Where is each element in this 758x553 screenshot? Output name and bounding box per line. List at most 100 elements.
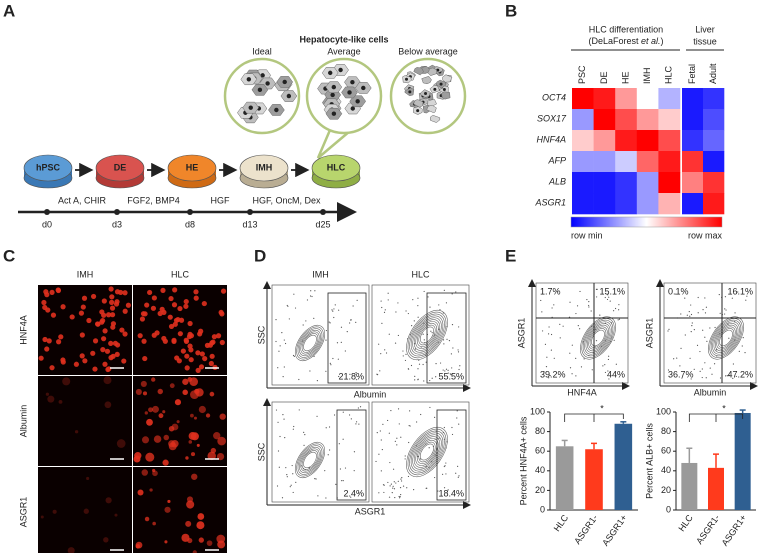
event-dot xyxy=(316,380,318,382)
stained-cell xyxy=(171,337,177,343)
event-dot xyxy=(395,311,397,313)
event-dot xyxy=(409,410,411,412)
event-dot xyxy=(331,309,333,311)
plot-frame xyxy=(271,401,370,503)
stage-top xyxy=(239,154,289,182)
event-dot xyxy=(681,377,683,379)
stained-cell xyxy=(157,388,163,395)
nucleus xyxy=(338,67,343,73)
stained-cell xyxy=(177,331,183,337)
event-dot xyxy=(443,426,445,429)
nucleus xyxy=(416,109,420,113)
contour xyxy=(418,441,436,463)
stained-cell xyxy=(41,299,47,306)
heatmap-cell xyxy=(593,193,616,215)
bar xyxy=(555,446,574,510)
event-dot xyxy=(392,485,394,487)
event-dot xyxy=(679,365,681,367)
event-dot xyxy=(434,476,436,479)
event-dot xyxy=(443,289,445,292)
event-dot xyxy=(399,487,402,489)
stained-cell xyxy=(109,312,116,318)
event-dot xyxy=(588,304,590,307)
stained-cell xyxy=(150,305,157,311)
y-axis-label: SSC xyxy=(256,442,266,461)
stained-cell xyxy=(108,355,114,361)
event-dot xyxy=(426,487,428,489)
micrograph xyxy=(38,376,132,466)
stained-cell xyxy=(152,470,158,477)
day-dot xyxy=(44,209,50,215)
event-dot xyxy=(359,406,362,408)
contour xyxy=(294,324,326,362)
stained-cell xyxy=(60,359,66,365)
event-dot xyxy=(431,377,433,379)
quadrant-percentage: 15.1% xyxy=(599,286,625,296)
event-dot xyxy=(380,439,382,441)
event-dot xyxy=(705,377,707,379)
event-dot xyxy=(686,314,688,316)
event-dot xyxy=(575,312,577,315)
event-dot xyxy=(324,470,326,472)
event-dot xyxy=(690,313,693,316)
stained-cell xyxy=(83,508,89,514)
event-dot xyxy=(719,312,721,314)
event-dot xyxy=(442,312,444,314)
event-dot xyxy=(302,324,304,326)
stage-top xyxy=(23,154,73,182)
gene-label: SOX17 xyxy=(537,113,567,123)
event-dot xyxy=(431,332,433,334)
event-dot xyxy=(579,290,581,293)
event-dot xyxy=(407,368,410,370)
stained-cell xyxy=(125,302,132,308)
event-dot xyxy=(397,302,399,304)
event-dot xyxy=(305,320,307,322)
event-dot xyxy=(608,378,610,380)
event-dot xyxy=(330,364,332,366)
contour xyxy=(303,334,317,352)
nucleus xyxy=(257,87,263,93)
contour xyxy=(412,434,442,470)
stained-cell xyxy=(40,515,44,519)
stained-cell xyxy=(109,305,116,311)
stained-cell xyxy=(180,348,186,354)
stained-cell xyxy=(152,405,159,413)
event-dot xyxy=(541,330,544,332)
contour xyxy=(415,321,439,349)
stained-cell xyxy=(190,452,196,457)
event-dot xyxy=(457,351,460,353)
stained-cell xyxy=(219,339,225,346)
quadrant-percentage: 1.7% xyxy=(540,286,561,296)
event-dot xyxy=(604,364,606,366)
stained-cell xyxy=(192,550,197,553)
event-dot xyxy=(291,464,293,467)
event-dot xyxy=(559,337,561,339)
contour xyxy=(297,445,323,475)
event-dot xyxy=(388,496,391,498)
stage-top xyxy=(311,154,361,182)
gene-label: ALB xyxy=(548,176,566,186)
stained-cell xyxy=(158,413,164,419)
event-dot xyxy=(376,432,378,434)
event-dot xyxy=(306,299,309,301)
row-label: HNF4A xyxy=(18,315,28,345)
event-dot xyxy=(691,325,693,327)
event-dot xyxy=(357,407,359,409)
factor-label: Act A, CHIR xyxy=(58,195,107,205)
stained-cell xyxy=(108,286,114,292)
nucleus xyxy=(350,106,355,111)
event-dot xyxy=(449,373,451,375)
event-dot xyxy=(417,368,419,370)
event-dot xyxy=(418,363,421,365)
event-dot xyxy=(571,373,573,375)
y-tick-label: 0 xyxy=(540,504,545,514)
y-tick-label: 20 xyxy=(661,485,671,495)
citation: (DeLaForest et al.) xyxy=(588,36,663,46)
contour xyxy=(301,450,319,470)
stained-cell xyxy=(195,367,201,373)
event-dot xyxy=(416,421,418,423)
heatmap-cell xyxy=(658,193,681,215)
significance-mark: * xyxy=(722,403,726,413)
stained-cell xyxy=(137,333,143,339)
event-dot xyxy=(337,358,339,360)
